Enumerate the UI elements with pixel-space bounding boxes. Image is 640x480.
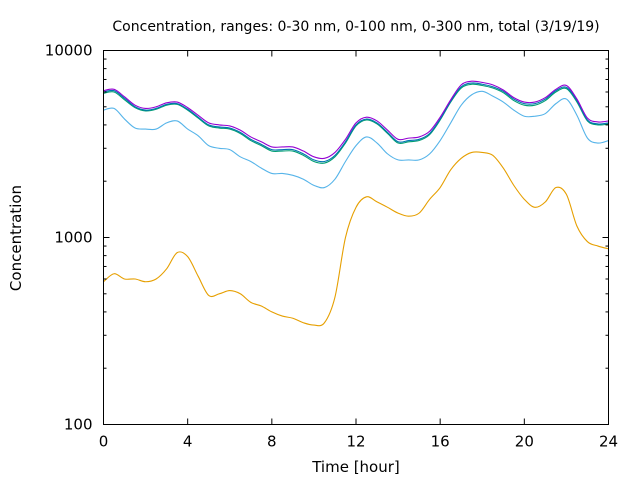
series-line-2: [103, 90, 609, 189]
x-tick-label: 20: [515, 433, 534, 451]
y-tick-label: 1000: [54, 229, 92, 247]
series-line-1: [103, 151, 609, 327]
plot-frame: [103, 50, 609, 425]
x-axis-label: Time [hour]: [311, 458, 400, 476]
series-layer: [103, 80, 609, 327]
x-tick-label: 12: [346, 433, 365, 451]
x-tick-label: 16: [431, 433, 450, 451]
y-axis-label: Concentration: [7, 185, 25, 291]
chart-title: Concentration, ranges: 0-30 nm, 0-100 nm…: [112, 19, 599, 35]
series-line-5: [103, 80, 609, 160]
x-tick-label: 8: [267, 433, 277, 451]
y-tick-label: 10000: [45, 42, 93, 60]
tick-layer: 0 4 8 12 16 20 24 100 1000 10000: [45, 42, 618, 451]
y-tick-label: 100: [64, 416, 93, 434]
x-tick-label: 4: [183, 433, 193, 451]
series-line-3: [103, 83, 609, 164]
x-tick-label: 24: [599, 433, 618, 451]
series-line-4: [103, 82, 609, 163]
x-tick-label: 0: [99, 433, 109, 451]
